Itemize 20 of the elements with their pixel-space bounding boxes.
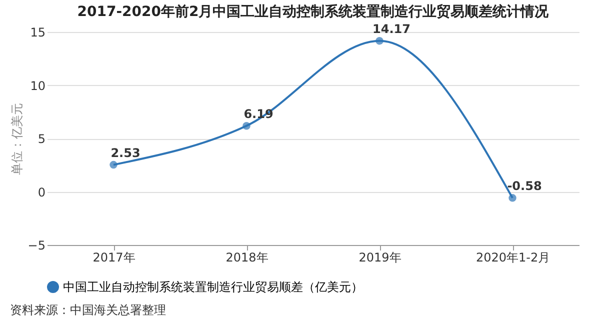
y-axis-title: 单位：亿美元 [10,103,24,175]
x-tick-label: 2020年1-2月 [476,250,550,264]
point [376,36,384,45]
point [242,122,250,130]
data-label: 14.17 [372,22,410,36]
data-label: -0.58 [507,178,542,193]
y-tick-label: 5 [38,132,46,146]
x-tick-label: 2019年 [358,250,402,264]
text: 资料来源：中国海关总署整理 [10,302,167,318]
y-tick-label: 10 [30,78,46,93]
chart-title: 2017-2020年前2月中国工业自动控制系统装置制造行业贸易顺差统计情况 [77,2,550,20]
y-tick-label: 15 [30,26,46,40]
legend-label: 中国工业自动控制系统装置制造行业贸易顺差（亿美元） [63,280,363,294]
y-tick-label: 0 [38,185,46,200]
data-label: 2.53 [110,146,140,160]
x-tick-label: 2017年 [92,250,136,264]
y-tick-label: −5 [28,238,46,252]
point [110,160,118,169]
point [508,194,516,202]
x-tick-label: 2018年 [226,250,268,264]
